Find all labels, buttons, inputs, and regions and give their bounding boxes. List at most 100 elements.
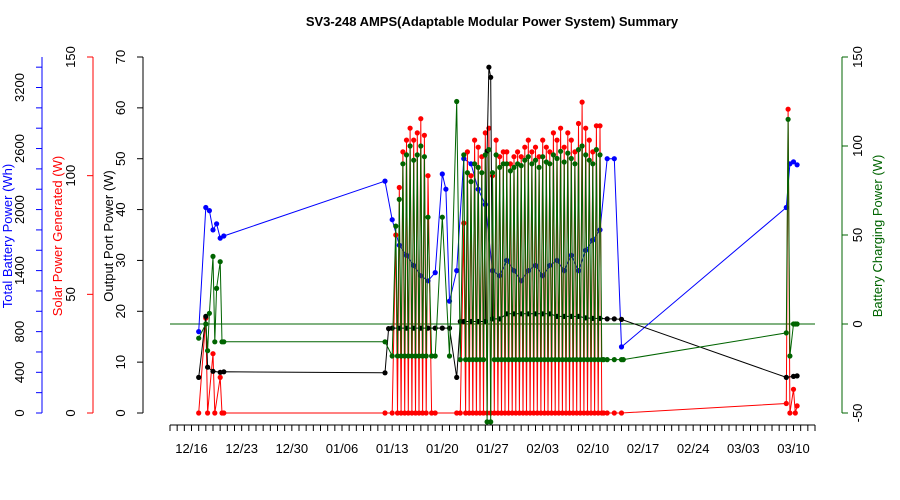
data-point-battery — [418, 273, 424, 279]
data-point-charging — [620, 357, 626, 363]
data-point-solar — [403, 137, 410, 143]
data-point-solar — [480, 410, 487, 416]
data-point-charging — [511, 164, 517, 170]
data-point-charging — [221, 339, 227, 345]
data-point-charging — [549, 357, 555, 363]
data-point-charging — [604, 357, 610, 363]
data-point-charging — [525, 154, 531, 160]
data-point-battery — [540, 273, 546, 279]
data-point-battery — [511, 268, 517, 274]
data-point-solar — [592, 410, 598, 416]
data-point-solar — [493, 137, 499, 143]
data-point-charging — [495, 357, 501, 363]
data-point-solar — [470, 410, 476, 416]
data-point-output — [196, 374, 202, 380]
data-point-charging — [559, 357, 566, 363]
data-point-output — [604, 316, 610, 322]
data-point-charging — [531, 357, 537, 363]
y-tick-label-battery: 800 — [12, 321, 27, 343]
data-point-charging — [482, 152, 488, 158]
data-point-solar — [507, 161, 513, 167]
data-point-charging — [475, 164, 481, 170]
data-point-charging — [534, 357, 540, 363]
series-line-battery — [198, 157, 798, 348]
data-point-solar — [482, 130, 488, 136]
data-point-output — [488, 74, 494, 80]
data-point-output — [454, 374, 460, 380]
data-point-solar — [794, 403, 800, 409]
data-point-solar — [785, 106, 791, 112]
data-point-solar — [461, 220, 467, 226]
data-point-battery — [411, 262, 417, 269]
data-point-solar — [523, 410, 530, 416]
data-point-charging — [586, 157, 592, 163]
data-point-charging — [382, 339, 388, 345]
data-point-battery — [203, 204, 209, 211]
data-point-charging — [480, 357, 487, 363]
data-point-charging — [423, 353, 429, 359]
data-point-charging — [472, 161, 478, 167]
data-point-battery — [214, 221, 220, 227]
x-tick-label: 12/30 — [276, 441, 309, 456]
data-point-charging — [402, 353, 408, 359]
data-point-battery — [443, 186, 449, 192]
data-point-solar — [513, 410, 519, 416]
data-point-charging — [572, 161, 578, 167]
x-tick-label: 02/10 — [577, 441, 610, 456]
data-point-charging — [196, 335, 202, 341]
data-point-charging — [463, 357, 469, 363]
data-point-battery — [547, 262, 553, 269]
data-point-charging — [407, 143, 413, 149]
data-point-charging — [491, 357, 497, 363]
data-point-solar — [586, 137, 592, 143]
data-point-battery — [206, 208, 212, 214]
data-point-solar — [522, 144, 528, 150]
data-point-battery — [439, 171, 445, 177]
data-point-solar — [558, 125, 564, 131]
data-point-solar — [574, 410, 580, 416]
data-point-battery — [604, 156, 610, 162]
data-point-battery — [794, 162, 800, 168]
data-point-solar — [466, 410, 472, 416]
data-point-charging — [785, 116, 791, 122]
y-tick-label-charging: -50 — [850, 404, 865, 423]
y-axis-solar: 0 50 100 150 — [63, 46, 94, 417]
data-point-solar — [402, 410, 408, 416]
y-tick-label-output: 30 — [113, 253, 128, 267]
data-point-battery — [618, 344, 625, 350]
x-tick-label: 02/03 — [526, 441, 559, 456]
series-charging — [196, 98, 800, 425]
data-point-charging — [217, 259, 223, 265]
data-point-charging — [421, 154, 427, 160]
data-point-solar — [583, 125, 589, 131]
x-tick-label: 12/23 — [225, 441, 258, 456]
data-point-output — [794, 373, 800, 379]
data-point-charging — [203, 321, 209, 327]
data-point-battery — [389, 217, 395, 223]
data-point-charging — [479, 170, 485, 176]
data-point-charging — [409, 353, 415, 359]
data-point-solar — [389, 410, 395, 416]
data-point-battery — [403, 252, 410, 258]
y-tick-label-battery: 2600 — [12, 134, 27, 163]
data-point-solar — [473, 410, 479, 416]
data-point-solar — [604, 410, 610, 416]
data-point-solar — [579, 99, 585, 105]
data-point-output — [203, 313, 209, 319]
data-point-solar — [407, 125, 413, 131]
data-point-charging — [396, 196, 402, 202]
data-point-solar — [394, 410, 401, 416]
data-point-battery — [504, 257, 510, 263]
data-point-battery — [196, 329, 202, 335]
data-point-battery — [590, 237, 596, 243]
data-point-output — [382, 370, 388, 376]
data-point-charging — [595, 357, 601, 363]
data-point-charging — [574, 357, 580, 363]
data-point-charging — [593, 147, 600, 153]
data-point-solar — [559, 410, 566, 416]
data-point-solar — [454, 410, 460, 416]
data-point-solar — [212, 410, 218, 416]
y-tick-label-output: 20 — [113, 304, 128, 318]
data-point-battery — [561, 268, 567, 274]
data-point-charging — [570, 357, 576, 363]
